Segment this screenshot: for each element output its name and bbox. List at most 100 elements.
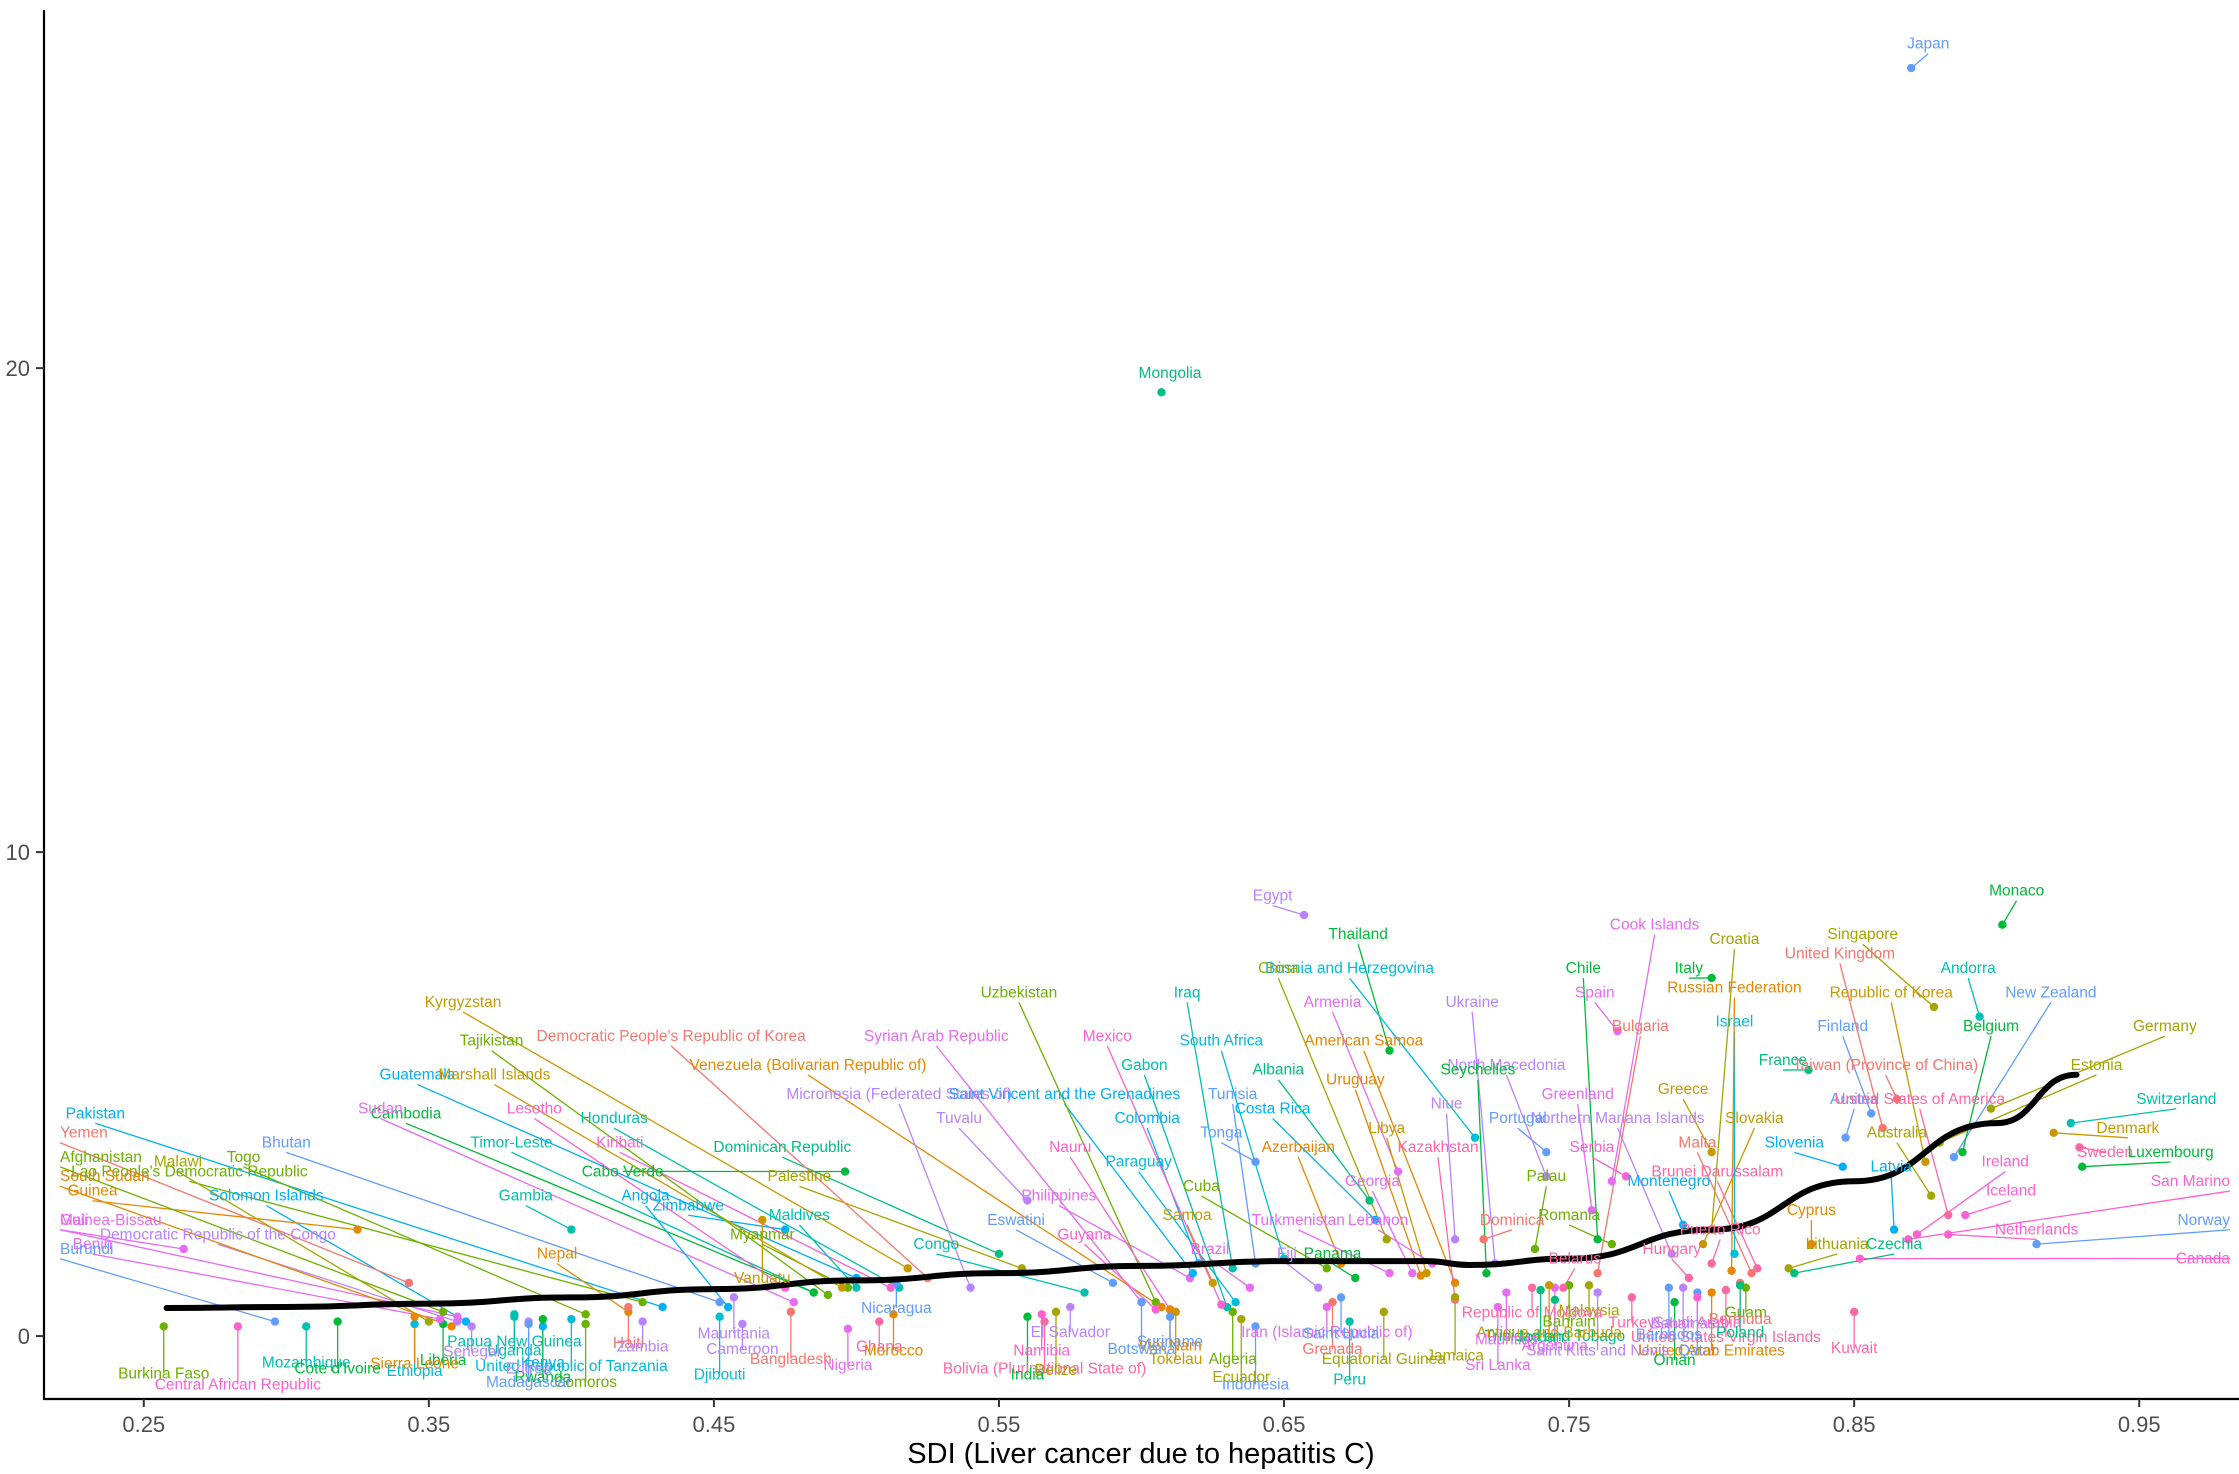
label-leader-line [1891, 1177, 1894, 1230]
data-point [1850, 1308, 1858, 1316]
data-point [2050, 1129, 2058, 1137]
point-label: Netherlands [1995, 1221, 2079, 1238]
y-tick-label: 20 [6, 356, 30, 381]
point-label: Samoa [1163, 1207, 1212, 1224]
data-point [844, 1325, 852, 1333]
label-leader-line [526, 1206, 572, 1230]
point-label: Venezuela (Bolivarian Republic of) [689, 1057, 926, 1074]
point-label: Taiwan (Province of China) [1793, 1057, 1978, 1074]
point-label: Marshall Islands [438, 1067, 550, 1084]
data-point [1944, 1230, 1952, 1238]
data-point [1608, 1177, 1616, 1185]
data-point [179, 1245, 187, 1253]
data-point [1080, 1288, 1088, 1296]
y-tick-label: 10 [6, 840, 30, 865]
y-tick-label: 0 [18, 1324, 30, 1349]
point-label: Palestine [768, 1168, 832, 1185]
point-label: Lithuania [1806, 1236, 1869, 1253]
point-label: Norway [2177, 1212, 2230, 1229]
point-label: Vanuatu [734, 1270, 791, 1287]
point-label: Burundi [60, 1241, 113, 1258]
point-label: Timor-Leste [470, 1134, 552, 1151]
data-point [1665, 1283, 1673, 1291]
data-point [439, 1308, 447, 1316]
data-point [1217, 1300, 1225, 1308]
point-label: Kazakhstan [1397, 1139, 1478, 1156]
point-label: South Africa [1180, 1033, 1264, 1050]
axes [43, 10, 2239, 1399]
data-point [715, 1298, 723, 1306]
data-point [410, 1313, 418, 1321]
x-tick-label: 0.35 [407, 1412, 450, 1437]
data-point [1685, 1274, 1693, 1282]
point-label: Cote d'Ivoire [294, 1361, 381, 1378]
data-point [1998, 921, 2006, 929]
point-label: Czechia [1866, 1236, 1922, 1253]
label-leader-line [1273, 1118, 1376, 1219]
data-point [1707, 1288, 1715, 1296]
data-point [539, 1315, 547, 1323]
point-label: Myanmar [730, 1226, 795, 1243]
point-label: Dominican Republic [713, 1139, 851, 1156]
point-label: Chile [1566, 960, 1601, 977]
label-leader-line [1612, 935, 1655, 1182]
data-point [724, 1303, 732, 1311]
point-label: Algeria [1209, 1351, 1258, 1368]
data-point [539, 1322, 547, 1330]
point-label: Russian Federation [1667, 979, 1801, 996]
data-point [1531, 1245, 1539, 1253]
point-label: United States of America [1834, 1091, 2005, 1108]
point-label: Canada [2176, 1250, 2231, 1267]
point-label: Greenland [1541, 1086, 1613, 1103]
data-point [1408, 1269, 1416, 1277]
data-point [1109, 1279, 1117, 1287]
point-labels: JapanMongoliaMonacoEgyptSingaporeAndorra… [60, 36, 2230, 1394]
data-point [624, 1303, 632, 1311]
data-point [581, 1310, 589, 1318]
data-point [1038, 1310, 1046, 1318]
label-leader-line [1669, 1191, 1683, 1225]
point-label: Costa Rica [1235, 1100, 1311, 1117]
data-point [2078, 1162, 2086, 1170]
point-label: Spain [1575, 984, 1615, 1001]
point-label: Yemen [60, 1125, 108, 1142]
x-tick-label: 0.25 [122, 1412, 165, 1437]
data-point [453, 1313, 461, 1321]
data-point [715, 1313, 723, 1321]
label-leader-line [1794, 1152, 1842, 1166]
point-label: Belarus [1549, 1250, 1602, 1267]
point-label: Maldives [769, 1207, 830, 1224]
data-point [467, 1322, 475, 1330]
data-point [302, 1322, 310, 1330]
point-label: Malta [1678, 1134, 1716, 1151]
point-label: Congo [913, 1236, 959, 1253]
point-label: Grenada [1302, 1341, 1363, 1358]
label-leader-line [1846, 1109, 1855, 1138]
data-point [1422, 1269, 1430, 1277]
data-point [1209, 1279, 1217, 1287]
data-point [1231, 1298, 1239, 1306]
x-tick-label: 0.65 [1263, 1412, 1306, 1437]
label-leader-line [95, 1123, 662, 1307]
point-label: Australia [1867, 1125, 1928, 1142]
data-point [1237, 1315, 1245, 1323]
data-point [1246, 1283, 1254, 1291]
point-label: Libya [1368, 1120, 1405, 1137]
point-label: Eswatini [987, 1212, 1045, 1229]
data-point [1528, 1283, 1536, 1291]
label-leader-line [1794, 1254, 1894, 1273]
data-point [638, 1317, 646, 1325]
data-point [1790, 1269, 1798, 1277]
data-point [1502, 1288, 1510, 1296]
point-label: Serbia [1569, 1139, 1614, 1156]
data-point [1593, 1288, 1601, 1296]
data-point [787, 1308, 795, 1316]
data-point [447, 1322, 455, 1330]
point-label: Gabon [1121, 1057, 1168, 1074]
point-label: Dominica [1480, 1212, 1545, 1229]
point-label: Barbados [1636, 1327, 1703, 1344]
data-point [1722, 1286, 1730, 1294]
data-point [1380, 1308, 1388, 1316]
point-label: Croatia [1709, 931, 1759, 948]
point-label: Morocco [864, 1342, 923, 1359]
